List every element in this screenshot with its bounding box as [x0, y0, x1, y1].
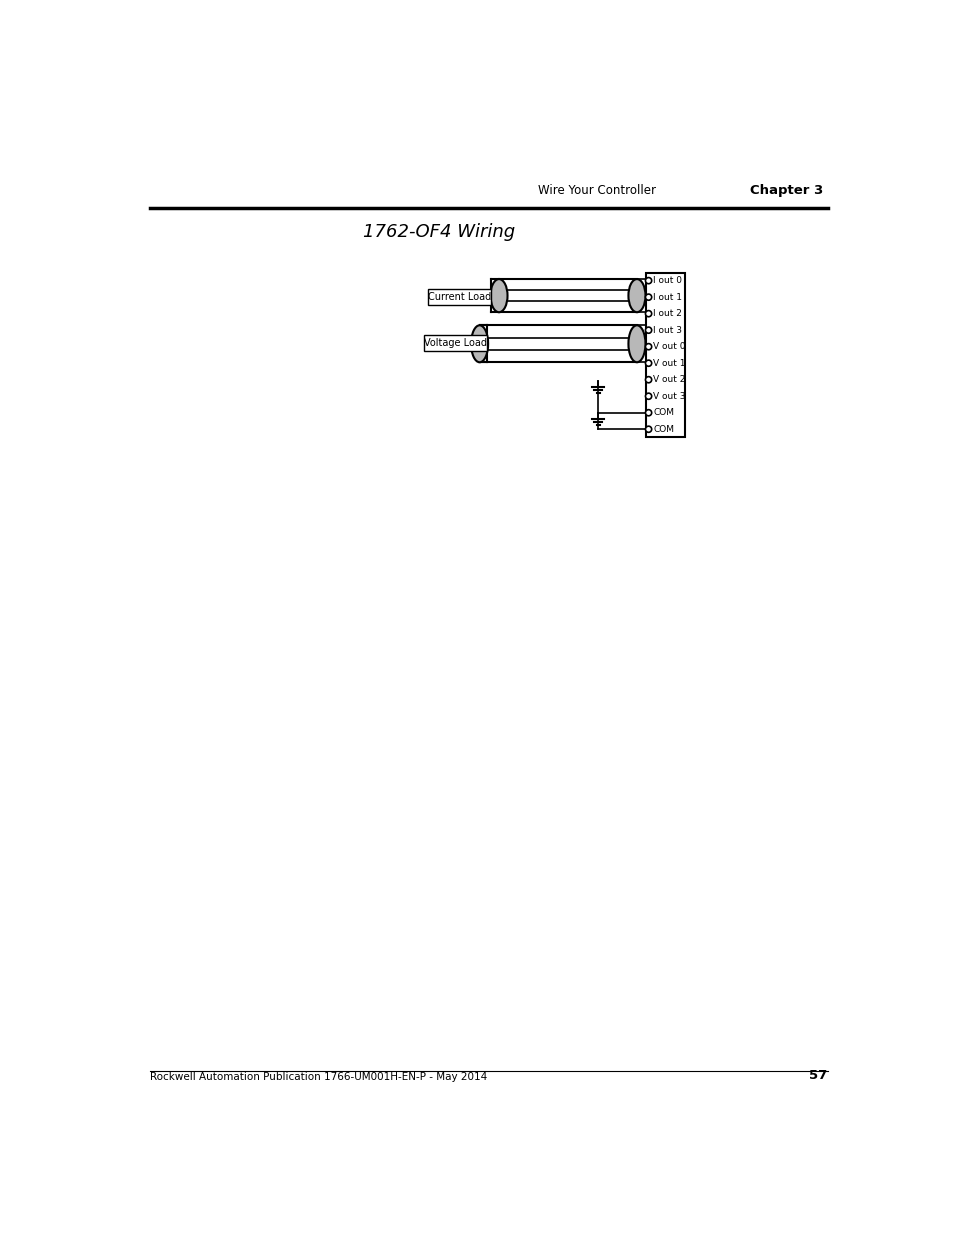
Text: 57: 57	[808, 1070, 827, 1082]
Text: V out 2: V out 2	[653, 375, 685, 384]
Circle shape	[645, 294, 651, 300]
Circle shape	[645, 377, 651, 383]
Bar	[423, 336, 487, 351]
Bar	[645, 273, 684, 437]
Text: Wire Your Controller: Wire Your Controller	[537, 184, 655, 196]
Ellipse shape	[628, 279, 645, 312]
Text: Rockwell Automation Publication 1766-UM001H-EN-P - May 2014: Rockwell Automation Publication 1766-UM0…	[150, 1072, 487, 1082]
Text: 1762-OF4 Wiring: 1762-OF4 Wiring	[363, 222, 515, 241]
Ellipse shape	[490, 279, 507, 312]
Text: V out 3: V out 3	[653, 391, 685, 400]
Circle shape	[645, 426, 651, 432]
Text: I out 0: I out 0	[653, 277, 681, 285]
Circle shape	[645, 343, 651, 350]
Circle shape	[645, 393, 651, 399]
Text: Voltage Load: Voltage Load	[424, 338, 487, 348]
Text: V out 0: V out 0	[653, 342, 685, 351]
Text: I out 1: I out 1	[653, 293, 681, 301]
Circle shape	[645, 278, 651, 284]
Circle shape	[645, 327, 651, 333]
Text: Chapter 3: Chapter 3	[749, 184, 822, 196]
Circle shape	[645, 361, 651, 367]
Text: V out 1: V out 1	[653, 358, 685, 368]
Ellipse shape	[628, 325, 645, 362]
Text: Current Load: Current Load	[427, 291, 491, 301]
Text: I out 3: I out 3	[653, 326, 681, 335]
Text: I out 2: I out 2	[653, 309, 681, 319]
Ellipse shape	[471, 325, 488, 362]
Text: COM: COM	[653, 425, 674, 433]
Circle shape	[645, 310, 651, 316]
Text: COM: COM	[653, 409, 674, 417]
Bar	[427, 289, 491, 305]
Circle shape	[645, 410, 651, 416]
